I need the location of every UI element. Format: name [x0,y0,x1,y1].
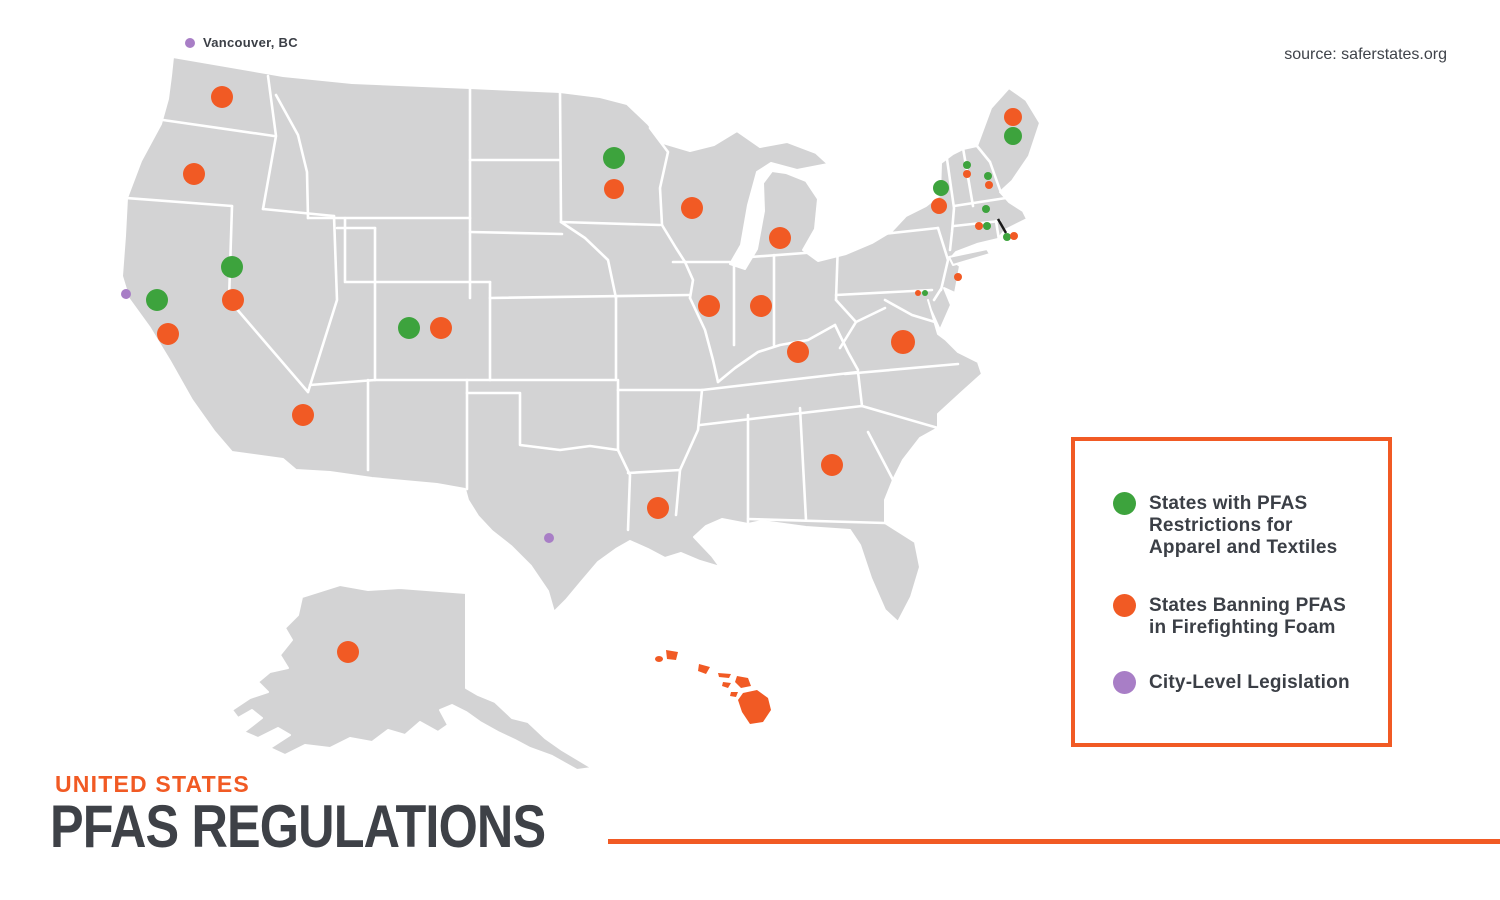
title-kicker: UNITED STATES [55,771,250,797]
va-foam-dot [891,330,915,354]
lower48-landmass [121,56,1041,623]
nh-apparel-dot [984,172,992,180]
ga-foam-dot [821,454,843,476]
la-foam-dot [647,497,669,519]
nv-foam-dot [222,289,244,311]
vancouver-label: Vancouver, BC [203,35,298,50]
mn-apparel-dot [603,147,625,169]
az-foam-dot [292,404,314,426]
title-rule [608,839,1500,844]
nh-foam-dot [985,181,993,189]
ca-foam-dot [157,323,179,345]
legend-item-city: City-Level Legislation [1113,671,1350,694]
wi-foam-dot [681,197,703,219]
or-foam-dot [183,163,205,185]
ct-apparel-dot [983,222,991,230]
ky-foam-dot [787,341,809,363]
city-legislation-dot [121,289,131,299]
legend-item-foam: States Banning PFAS in Firefighting Foam [1113,594,1347,639]
ct-foam-dot [975,222,983,230]
ny-apparel-dot [933,180,949,196]
city-legislation-dot [185,38,195,48]
nv-apparel-dot [221,256,243,278]
rhode-island-pointer-line [996,218,1008,234]
wa-foam-dot [211,86,233,108]
city-legislation-dot [544,533,554,543]
vt-apparel-dot [963,161,971,169]
long-island [948,248,991,266]
legend-label-foam: States Banning PFAS in Firefighting Foam [1149,595,1347,639]
ri-apparel-dot [1003,233,1011,241]
ny-foam-dot [931,198,947,214]
state-dots-layer [146,86,1022,663]
legend-label-city: City-Level Legislation [1149,672,1350,693]
mn-foam-dot [604,179,624,199]
source-credit: source: saferstates.org [1284,46,1447,63]
ma-apparel-dot [982,205,990,213]
vt-foam-dot [963,170,971,178]
ak-foam-dot [337,641,359,663]
il-foam-dot [698,295,720,317]
mi-foam-dot [769,227,791,249]
co-foam-dot [430,317,452,339]
legend-box: States with PFAS Restrictions for Appare… [1071,437,1392,747]
purple-dot-icon [1113,671,1136,694]
city-dots-layer [121,38,554,543]
page-title: PFAS REGULATIONS [50,793,546,860]
ca-apparel-dot [146,289,168,311]
orange-dot-icon [1113,594,1136,617]
legend-item-apparel: States with PFAS Restrictions for Appare… [1113,492,1338,559]
me-apparel-dot [1004,127,1022,145]
ri-foam-dot [1010,232,1018,240]
green-dot-icon [1113,492,1136,515]
state-borders [124,74,1008,532]
hawaii-islands-foam-ban [655,650,771,724]
alaska-landmass [231,584,593,771]
legend-label-apparel: States with PFAS Restrictions for Appare… [1149,493,1338,559]
me-foam-dot [1004,108,1022,126]
md-apparel-dot [922,290,928,296]
md-foam-dot [915,290,921,296]
co-apparel-dot [398,317,420,339]
nj-foam-dot [954,273,962,281]
in-foam-dot [750,295,772,317]
